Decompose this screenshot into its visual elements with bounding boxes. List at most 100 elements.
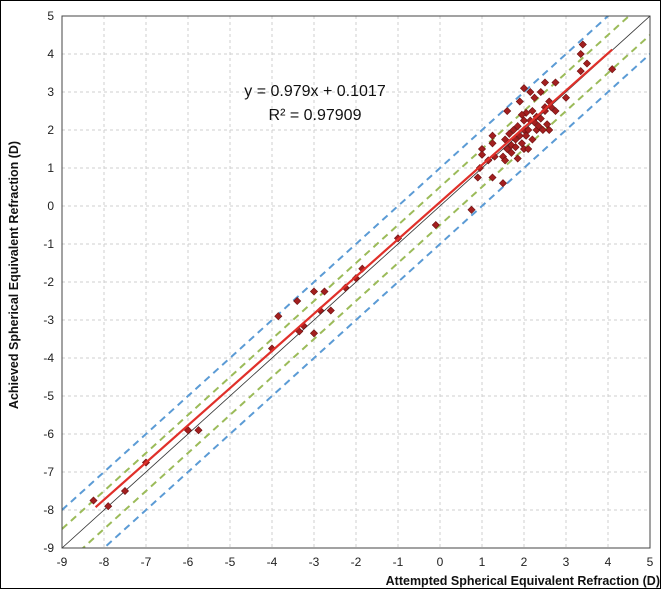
y-tick-label: -4 [43,351,54,365]
data-point [578,40,587,49]
x-tick-label: -3 [309,555,320,569]
data-point [488,131,497,140]
data-point [477,150,487,159]
data-point [545,125,554,135]
lower-band-line [102,53,650,548]
y-axis-title: Achieved Spherical Equivalent Refraction… [7,141,21,409]
y-tick-label: 3 [47,85,54,99]
data-point [528,135,537,144]
data-point [524,125,533,135]
x-tick-label: -5 [225,555,236,569]
x-tick-label: -6 [183,555,194,569]
data-point [524,144,533,154]
y-tick-label: -7 [43,465,54,479]
plot-border [61,15,651,549]
data-point [517,139,526,148]
data-point [488,139,497,148]
data-point [582,59,592,68]
x-tick-label: -1 [393,555,404,569]
data-point [507,148,516,157]
x-tick-label: -8 [99,555,110,569]
data-point [576,49,585,59]
data-point [326,306,335,315]
data-point [89,496,98,505]
data-point [517,110,526,119]
y-tick-label: -6 [43,427,54,441]
x-tick-label: 4 [605,555,612,569]
x-tick-label: 2 [521,555,528,569]
data-point [538,125,547,135]
data-points [89,40,617,511]
data-point [513,154,522,163]
data-point [293,296,302,306]
x-tick-label: -2 [351,555,362,569]
data-point [519,116,529,125]
x-axis-title: Attempted Spherical Equivalent Refractio… [386,574,660,588]
data-point [551,106,560,116]
data-point [498,179,508,188]
y-tick-label: 2 [47,123,54,137]
fit-line-group [94,48,613,509]
data-point [309,287,319,296]
x-tick-label: -4 [267,555,278,569]
data-point [431,220,440,230]
fit-equation: y = 0.979x + 0.1017 [244,83,386,100]
data-point [530,93,539,102]
upper-band-line [62,16,610,511]
data-point [515,97,524,106]
y-tick-label: -2 [43,275,54,289]
data-point [608,65,617,74]
x-tick-label: 1 [479,555,486,569]
fit-line [94,48,613,509]
data-point [503,106,512,116]
y-tick-label: -5 [43,389,54,403]
x-axis-ticks: -9 -8 -7 -6 -5 -4 -3 -2 -1 0 1 2 3 4 5 [57,555,654,569]
x-tick-label: 0 [437,555,444,569]
y-tick-label: -1 [43,237,54,251]
y-tick-label: 1 [47,161,54,175]
y-tick-label: 5 [47,9,54,23]
x-tick-label: -9 [57,555,68,569]
x-tick-label: -7 [141,555,152,569]
data-point [576,67,585,76]
data-point [473,173,482,182]
y-tick-label: -8 [43,503,54,517]
data-point [543,120,552,129]
data-point [536,87,545,97]
y-tick-label: -3 [43,313,54,327]
y-axis-ticks: 5 4 3 2 1 0 -1 -2 -3 -4 -5 -6 -7 -8 -9 [43,9,54,555]
upper-band-line [62,16,631,530]
grid-lines [61,15,651,549]
data-point [540,78,550,87]
data-point [104,502,113,511]
data-point [551,78,560,87]
data-point [511,143,520,152]
plot-area [61,15,651,549]
y-tick-label: -9 [43,541,54,555]
data-point [536,114,545,123]
data-point [194,426,203,435]
x-tick-label: 5 [647,555,654,569]
r-squared: R² = 0.97909 [269,107,362,124]
data-point [519,84,529,93]
reference-lines [62,16,650,548]
x-tick-label: 3 [563,555,570,569]
data-point [320,287,329,296]
data-point [309,329,319,338]
data-point [522,131,531,140]
data-point [183,426,193,435]
data-point [501,156,510,165]
data-point [274,312,283,321]
data-point [503,144,512,154]
data-point [488,173,497,182]
data-point [509,125,518,135]
data-point [505,129,514,138]
data-point [526,87,535,97]
data-point [528,106,537,116]
data-point [513,122,522,131]
data-point [534,122,543,131]
data-point [561,93,571,102]
data-point [120,486,130,496]
data-point [467,205,476,214]
